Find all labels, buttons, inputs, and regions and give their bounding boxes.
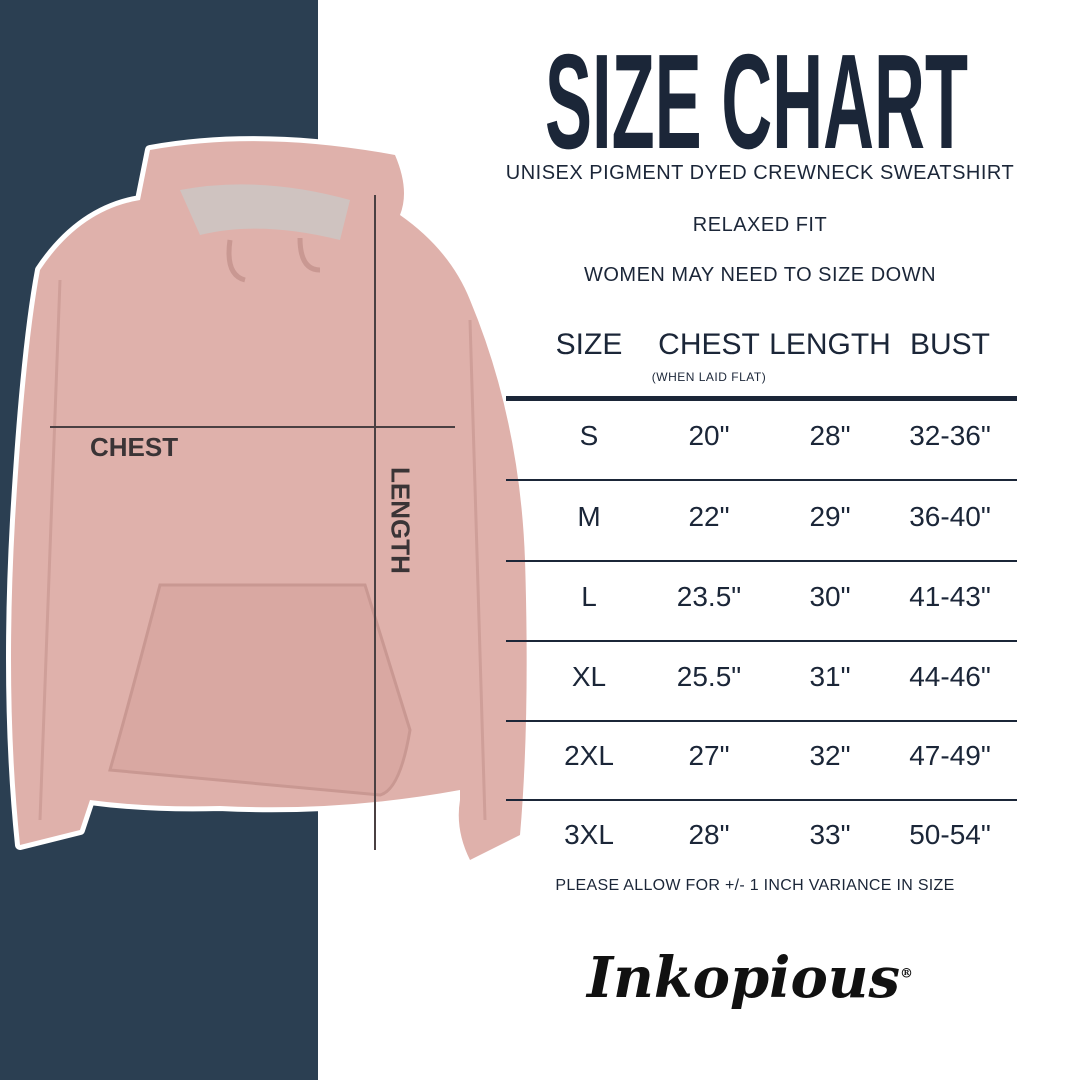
hoodie-image [6,136,532,865]
row-divider [506,799,1017,801]
subtitle-fit: RELAXED FIT [692,214,828,236]
row-divider [506,720,1017,722]
row-divider [506,640,1017,642]
svg-text:SIZE CHART: SIZE CHART [545,30,968,160]
cell-bust: 47-49" [909,740,991,771]
chest-note: (WHEN LAID FLAT) [651,370,767,384]
cell-bust: 36-40" [909,501,991,532]
brand-logo: Inkopious® [586,945,914,1011]
hood-lining [180,184,350,240]
cell-size: L [581,581,597,612]
cell-chest: 28" [688,819,730,850]
header-bust: BUST [909,328,990,361]
cell-length: 33" [809,819,851,850]
variance-note: PLEASE ALLOW FOR +/- 1 INCH VARIANCE IN … [555,877,955,894]
cell-size: XL [571,661,607,692]
page-title: SIZE CHART [545,30,968,160]
header-size: SIZE [555,328,623,361]
cell-length: 28" [809,420,851,451]
cell-length: 32" [809,740,851,771]
cell-bust: 44-46" [909,661,991,692]
header-length: LENGTH [769,328,891,361]
cell-bust: 41-43" [909,581,991,612]
header-divider [506,396,1017,401]
cell-size: S [579,420,599,451]
cell-size: 2XL [564,740,614,771]
chest-label: CHEST [90,432,179,462]
cell-length: 30" [809,581,851,612]
cell-length: 29" [809,501,851,532]
cell-chest: 23.5" [676,581,742,612]
header-chest: CHEST [658,328,760,361]
cell-bust: 50-54" [909,819,991,850]
row-divider [506,479,1017,481]
cell-bust: 32-36" [909,420,991,451]
cell-length: 31" [809,661,851,692]
subtitle-product: UNISEX PIGMENT DYED CREWNECK SWEATSHIRT [505,162,1015,184]
cell-size: 3XL [564,819,614,850]
cell-chest: 20" [688,420,730,451]
length-label: LENGTH [385,467,416,574]
cell-chest: 22" [688,501,730,532]
cell-chest: 25.5" [676,661,742,692]
subtitle-sizing-note: WOMEN MAY NEED TO SIZE DOWN [583,264,937,286]
row-divider [506,560,1017,562]
cell-size: M [577,501,601,532]
cell-chest: 27" [688,740,730,771]
